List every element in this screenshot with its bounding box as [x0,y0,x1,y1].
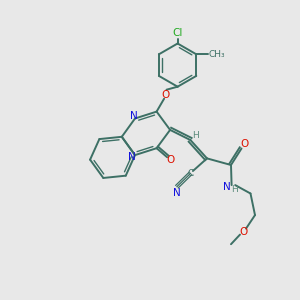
Text: CH₃: CH₃ [209,50,226,59]
Text: H: H [193,131,199,140]
Text: O: O [166,155,174,165]
Text: N: N [130,111,137,122]
Text: N: N [172,188,180,198]
Text: O: O [239,226,247,237]
Text: C: C [188,169,194,178]
Text: N: N [223,182,231,192]
Text: H: H [231,185,238,194]
Text: O: O [240,139,249,149]
Text: O: O [161,90,170,100]
Text: Cl: Cl [172,28,183,38]
Text: N: N [128,152,136,162]
